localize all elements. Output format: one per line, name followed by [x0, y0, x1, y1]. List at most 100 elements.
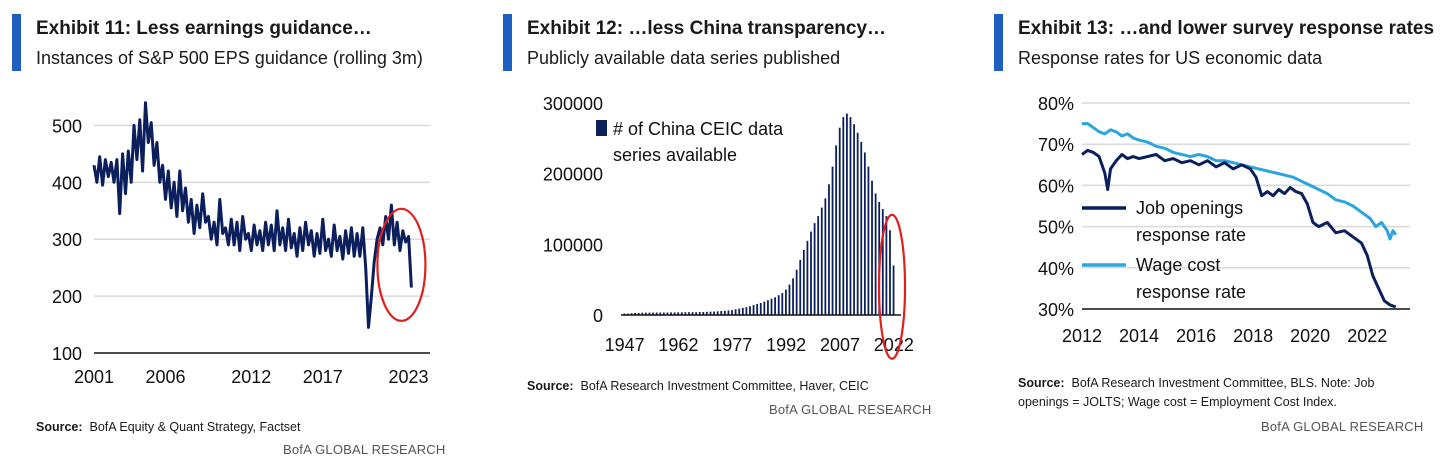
panel-title: Exhibit 11: Less earnings guidance…	[36, 18, 372, 39]
panel-exhibit-11: Exhibit 11: Less earnings guidance… Inst…	[12, 0, 472, 473]
source-label: Source:	[527, 379, 574, 393]
chart-eps-guidance: 100 200 300 400 500 2001 2006 2012 2017 2023	[52, 101, 430, 387]
x-tick-label: 2001	[74, 367, 114, 387]
panel-title: Exhibit 13: …and lower survey response r…	[1018, 18, 1435, 39]
x-tick-label: 1947	[605, 335, 645, 355]
panel-subtitle: Instances of S&P 500 EPS guidance (rolli…	[36, 48, 423, 68]
bar	[813, 223, 816, 315]
legend-label: series available	[613, 145, 737, 165]
bar	[867, 166, 870, 315]
x-tick-label: 2023	[389, 367, 429, 387]
x-tick-label: 2022	[1347, 326, 1387, 346]
bar	[731, 310, 733, 315]
legend-label: response rate	[1136, 282, 1246, 302]
x-tick-label: 2020	[1290, 326, 1330, 346]
bar	[802, 250, 805, 315]
brand-watermark: BofA GLOBAL RESEARCH	[769, 402, 932, 417]
bar	[720, 311, 723, 315]
bar	[706, 311, 708, 315]
y-tick-label: 80%	[1038, 94, 1074, 114]
x-tick-label: 2016	[1176, 326, 1216, 346]
bar	[860, 141, 863, 315]
source-note: Source: BofA Research Investment Committ…	[1018, 374, 1374, 412]
bar	[655, 312, 658, 315]
bar	[763, 301, 766, 315]
bar	[749, 306, 751, 315]
bar	[716, 311, 719, 315]
bar	[702, 312, 705, 315]
bar	[684, 312, 687, 315]
bar	[842, 117, 845, 315]
legend-label: Wage cost	[1136, 255, 1220, 275]
bar	[838, 127, 841, 315]
bar	[874, 193, 877, 315]
y-tick-label: 100000	[543, 235, 603, 255]
y-tick-label: 400	[52, 173, 82, 193]
bar	[741, 307, 744, 315]
y-tick-label: 200000	[543, 165, 603, 185]
legend-label: response rate	[1136, 225, 1246, 245]
source-text: BofA Research Investment Committee, BLS.…	[1071, 376, 1375, 390]
bar	[677, 312, 680, 315]
x-tick-label: 2012	[1062, 326, 1102, 346]
bar	[846, 113, 848, 315]
panel-title: Exhibit 12: …less China transparency…	[527, 18, 887, 39]
bar	[853, 124, 855, 315]
bar	[709, 311, 712, 315]
x-tick-label: 2006	[145, 367, 185, 387]
bar	[637, 312, 640, 315]
bar	[781, 293, 784, 315]
legend-label: Job openings	[1136, 198, 1243, 218]
bar	[680, 312, 683, 315]
source-note: Source: BofA Research Investment Committ…	[527, 377, 869, 396]
accent-bar	[503, 14, 512, 71]
bar	[806, 240, 809, 315]
bar	[648, 312, 651, 315]
bar	[644, 312, 647, 315]
y-tick-label: 30%	[1038, 300, 1074, 320]
x-tick-label: 2018	[1233, 326, 1273, 346]
legend-swatch	[596, 120, 607, 136]
source-label: Source:	[36, 420, 83, 434]
bar	[767, 300, 769, 315]
x-tick-label: 2017	[303, 367, 343, 387]
y-tick-label: 500	[52, 116, 82, 136]
bar	[831, 166, 834, 315]
bar	[810, 231, 812, 315]
bar	[799, 259, 802, 315]
y-tick-label: 0	[593, 306, 603, 326]
bar	[752, 305, 755, 315]
bar	[792, 278, 794, 315]
bar	[856, 132, 859, 315]
y-tick-label: 200	[52, 287, 82, 307]
panel-subtitle: Response rates for US economic data	[1018, 48, 1323, 68]
source-note: Source: BofA Equity & Quant Strategy, Fa…	[36, 418, 301, 437]
bar	[828, 184, 830, 315]
bar	[820, 207, 823, 315]
legend-label: # of China CEIC data	[613, 119, 784, 139]
y-tick-label: 60%	[1038, 176, 1074, 196]
bar	[784, 289, 787, 315]
series-line-eps-guidance	[92, 101, 413, 329]
bar	[774, 297, 776, 315]
x-tick-label: 2014	[1119, 326, 1159, 346]
y-tick-label: 300	[52, 230, 82, 250]
bar	[756, 304, 759, 315]
y-tick-label: 40%	[1038, 259, 1074, 279]
series-line-wage-cost	[1082, 122, 1397, 241]
highlight-ellipse	[877, 213, 907, 360]
bar	[723, 310, 726, 315]
bar	[835, 145, 838, 315]
bar	[885, 216, 888, 315]
highlight-ellipse	[376, 207, 427, 322]
x-tick-label: 1977	[712, 335, 752, 355]
bar	[630, 313, 633, 315]
bar	[734, 309, 737, 315]
chart-survey-response-rates: 30% 40% 50% 60% 70% 80% 2012 2014 2016 2018 2020 20…	[1038, 94, 1410, 346]
bar	[745, 307, 748, 315]
bar	[652, 312, 654, 315]
bar	[698, 312, 701, 315]
x-tick-label: 1962	[658, 335, 698, 355]
bar	[892, 265, 895, 315]
accent-bar	[994, 14, 1003, 71]
